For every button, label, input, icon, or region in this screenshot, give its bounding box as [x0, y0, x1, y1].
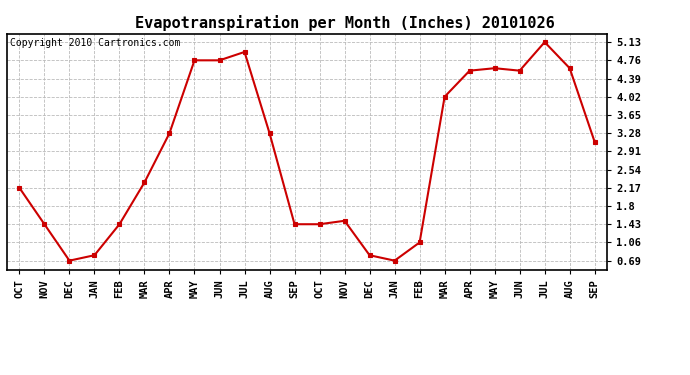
- Text: Evapotranspiration per Month (Inches) 20101026: Evapotranspiration per Month (Inches) 20…: [135, 15, 555, 31]
- Text: Copyright 2010 Cartronics.com: Copyright 2010 Cartronics.com: [10, 39, 180, 48]
